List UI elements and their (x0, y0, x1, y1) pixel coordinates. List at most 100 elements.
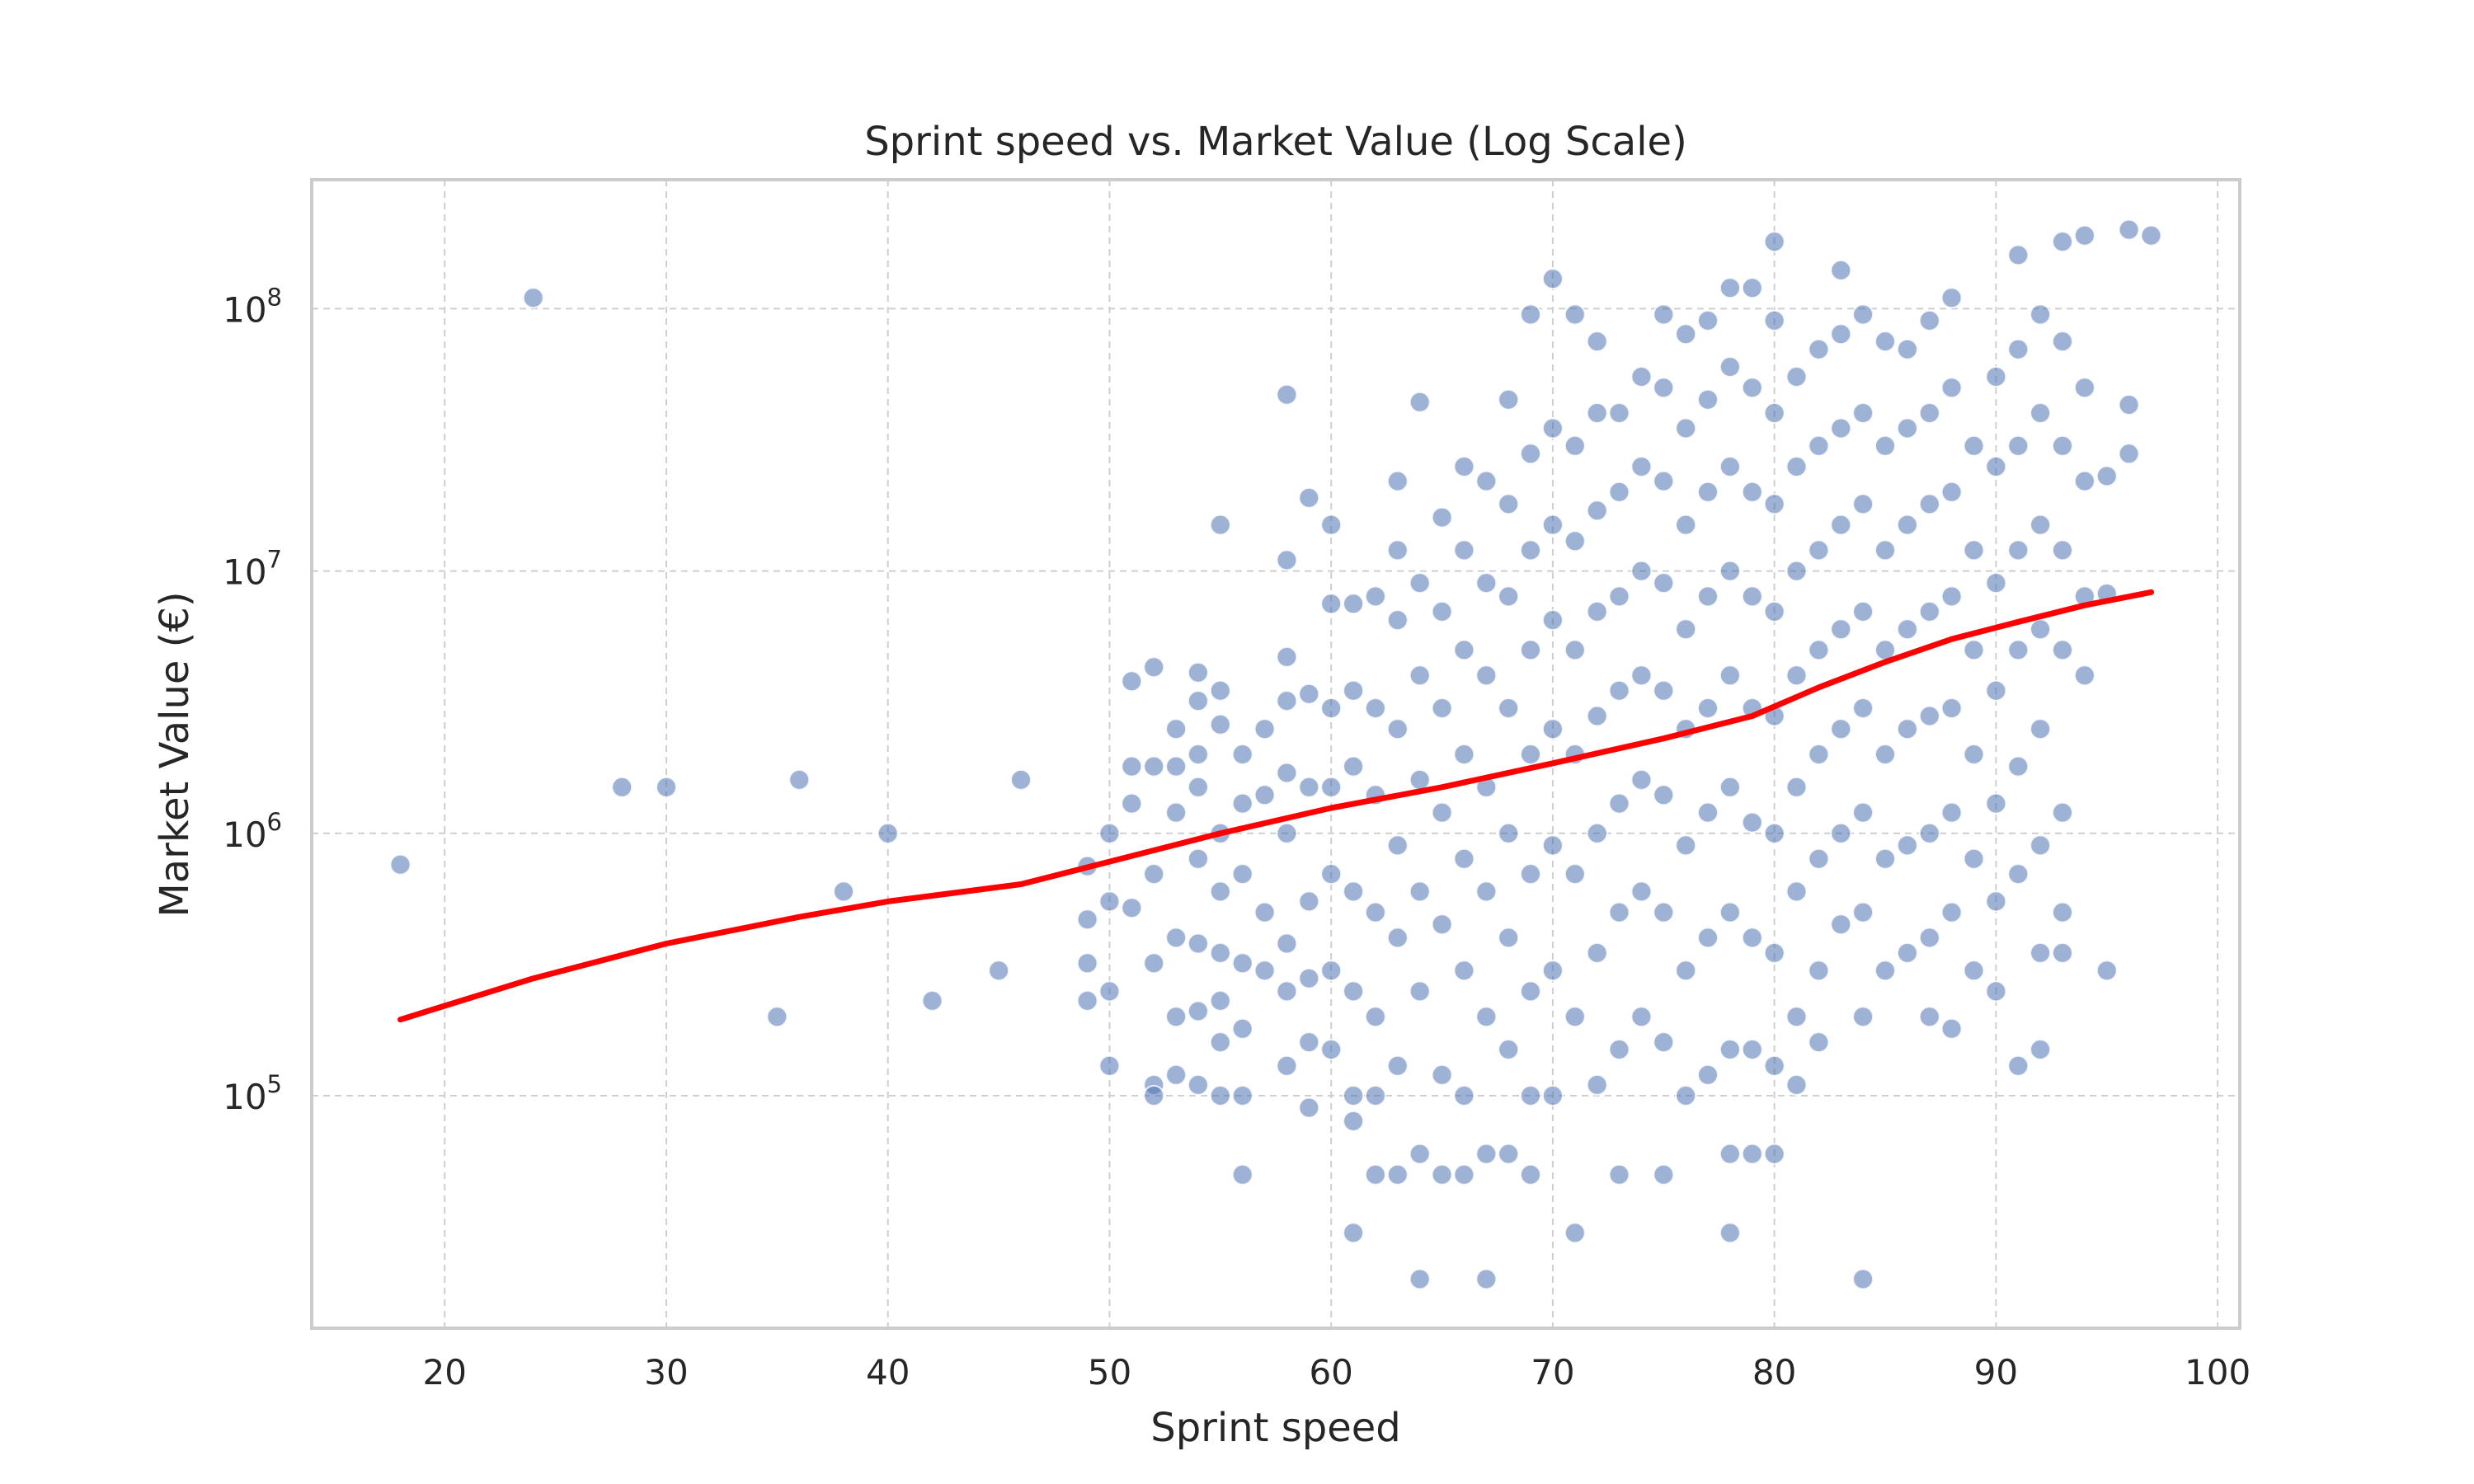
scatter-point (1608, 481, 1630, 503)
scatter-point (1719, 1039, 1741, 1060)
scatter-point (2007, 1054, 2030, 1077)
scatter-point (2073, 377, 2095, 399)
scatter-point (1498, 1143, 1520, 1165)
scatter-point (1498, 493, 1520, 515)
scatter-point (1475, 881, 1498, 903)
scatter-point (2052, 231, 2073, 253)
scatter-point (1076, 989, 1098, 1012)
scatter-point (1874, 744, 1896, 765)
scatter-point (1541, 268, 1564, 290)
scatter-point (1940, 901, 1963, 923)
scatter-point (1719, 356, 1741, 378)
scatter-point (1763, 822, 1785, 844)
scatter-point (1741, 1143, 1763, 1165)
scatter-point (1364, 901, 1386, 923)
scatter-point (766, 1006, 788, 1028)
scatter-point (1409, 980, 1431, 1003)
scatter-point (1785, 366, 1808, 387)
scatter-point (1918, 822, 1940, 844)
scatter-point (1298, 890, 1320, 913)
scatter-point (1498, 585, 1520, 608)
scatter-point (2073, 470, 2095, 492)
scatter-point (1409, 768, 1431, 791)
scatter-point (1586, 500, 1608, 522)
y-axis-label: Market Value (€) (152, 591, 198, 917)
scatter-point (1431, 1163, 1453, 1186)
scatter-point (2030, 1039, 2052, 1060)
scatter-point (1253, 960, 1276, 982)
scatter-point (1918, 402, 1940, 424)
scatter-point (1165, 1064, 1188, 1086)
scatter-point (1453, 539, 1475, 561)
scatter-point (1586, 705, 1608, 727)
scatter-point (1253, 784, 1276, 806)
scatter-point (1431, 506, 1453, 528)
scatter-point (1143, 755, 1165, 777)
scatter-point (1697, 1064, 1719, 1086)
scatter-point (1918, 493, 1940, 515)
scatter-point (1586, 1073, 1608, 1096)
scatter-point (1409, 1143, 1431, 1165)
scatter-point (1431, 801, 1453, 824)
scatter-point (1143, 863, 1165, 885)
scatter-point (1231, 863, 1253, 885)
scatter-point (1098, 890, 1121, 913)
scatter-point (1586, 402, 1608, 424)
scatter-point (1719, 560, 1741, 582)
scatter-point (1808, 1031, 1830, 1054)
scatter-point (1320, 1039, 1343, 1060)
scatter-point (1165, 718, 1188, 740)
scatter-point (1520, 639, 1541, 661)
scatter-point (1630, 665, 1653, 687)
scatter-point (1940, 377, 1963, 399)
scatter-point (1453, 456, 1475, 477)
scatter-point (1830, 618, 1852, 641)
scatter-point (2052, 942, 2073, 964)
scatter-point (1165, 755, 1188, 777)
scatter-point (1852, 1268, 1874, 1290)
scatter-point (1785, 881, 1808, 903)
scatter-point (1985, 572, 2007, 594)
scatter-point (1741, 277, 1763, 299)
scatter-point (1364, 1163, 1386, 1186)
scatter-point (1830, 417, 1852, 439)
scatter-point (1541, 960, 1564, 982)
scatter-point (1830, 259, 1852, 281)
scatter-point (2030, 834, 2052, 857)
scatter-point (1276, 980, 1298, 1003)
scatter-point (1475, 1006, 1498, 1028)
y-tick-exponent: 7 (267, 546, 282, 574)
scatter-point (1409, 1268, 1431, 1290)
scatter-point (1697, 927, 1719, 949)
scatter-point (1187, 661, 1209, 683)
scatter-point (1874, 331, 1896, 353)
scatter-point (1343, 755, 1365, 777)
scatter-point (1564, 1006, 1586, 1028)
scatter-point (1985, 679, 2007, 702)
scatter-point (1985, 366, 2007, 387)
scatter-point (2007, 539, 2030, 561)
scatter-point (1719, 456, 1741, 477)
scatter-point (1940, 697, 1963, 719)
scatter-point (1343, 980, 1365, 1003)
scatter-point (1276, 1054, 1298, 1077)
scatter-point (1098, 1054, 1121, 1077)
scatter-point (1741, 1039, 1763, 1060)
scatter-point (1498, 388, 1520, 411)
scatter-point (1985, 792, 2007, 815)
scatter-point (1785, 776, 1808, 798)
scatter-point (1896, 718, 1918, 740)
scatter-point (1076, 909, 1098, 931)
scatter-point (1653, 303, 1675, 326)
scatter-point (1985, 456, 2007, 477)
chart-title: Sprint speed vs. Market Value (Log Scale… (864, 119, 1687, 165)
scatter-point (1830, 913, 1852, 936)
scatter-point (1697, 697, 1719, 719)
scatter-point (1231, 1017, 1253, 1040)
scatter-point (1940, 801, 1963, 824)
scatter-point (2030, 402, 2052, 424)
scatter-point (1276, 646, 1298, 668)
scatter-point (1253, 718, 1276, 740)
scatter-point (833, 881, 854, 903)
